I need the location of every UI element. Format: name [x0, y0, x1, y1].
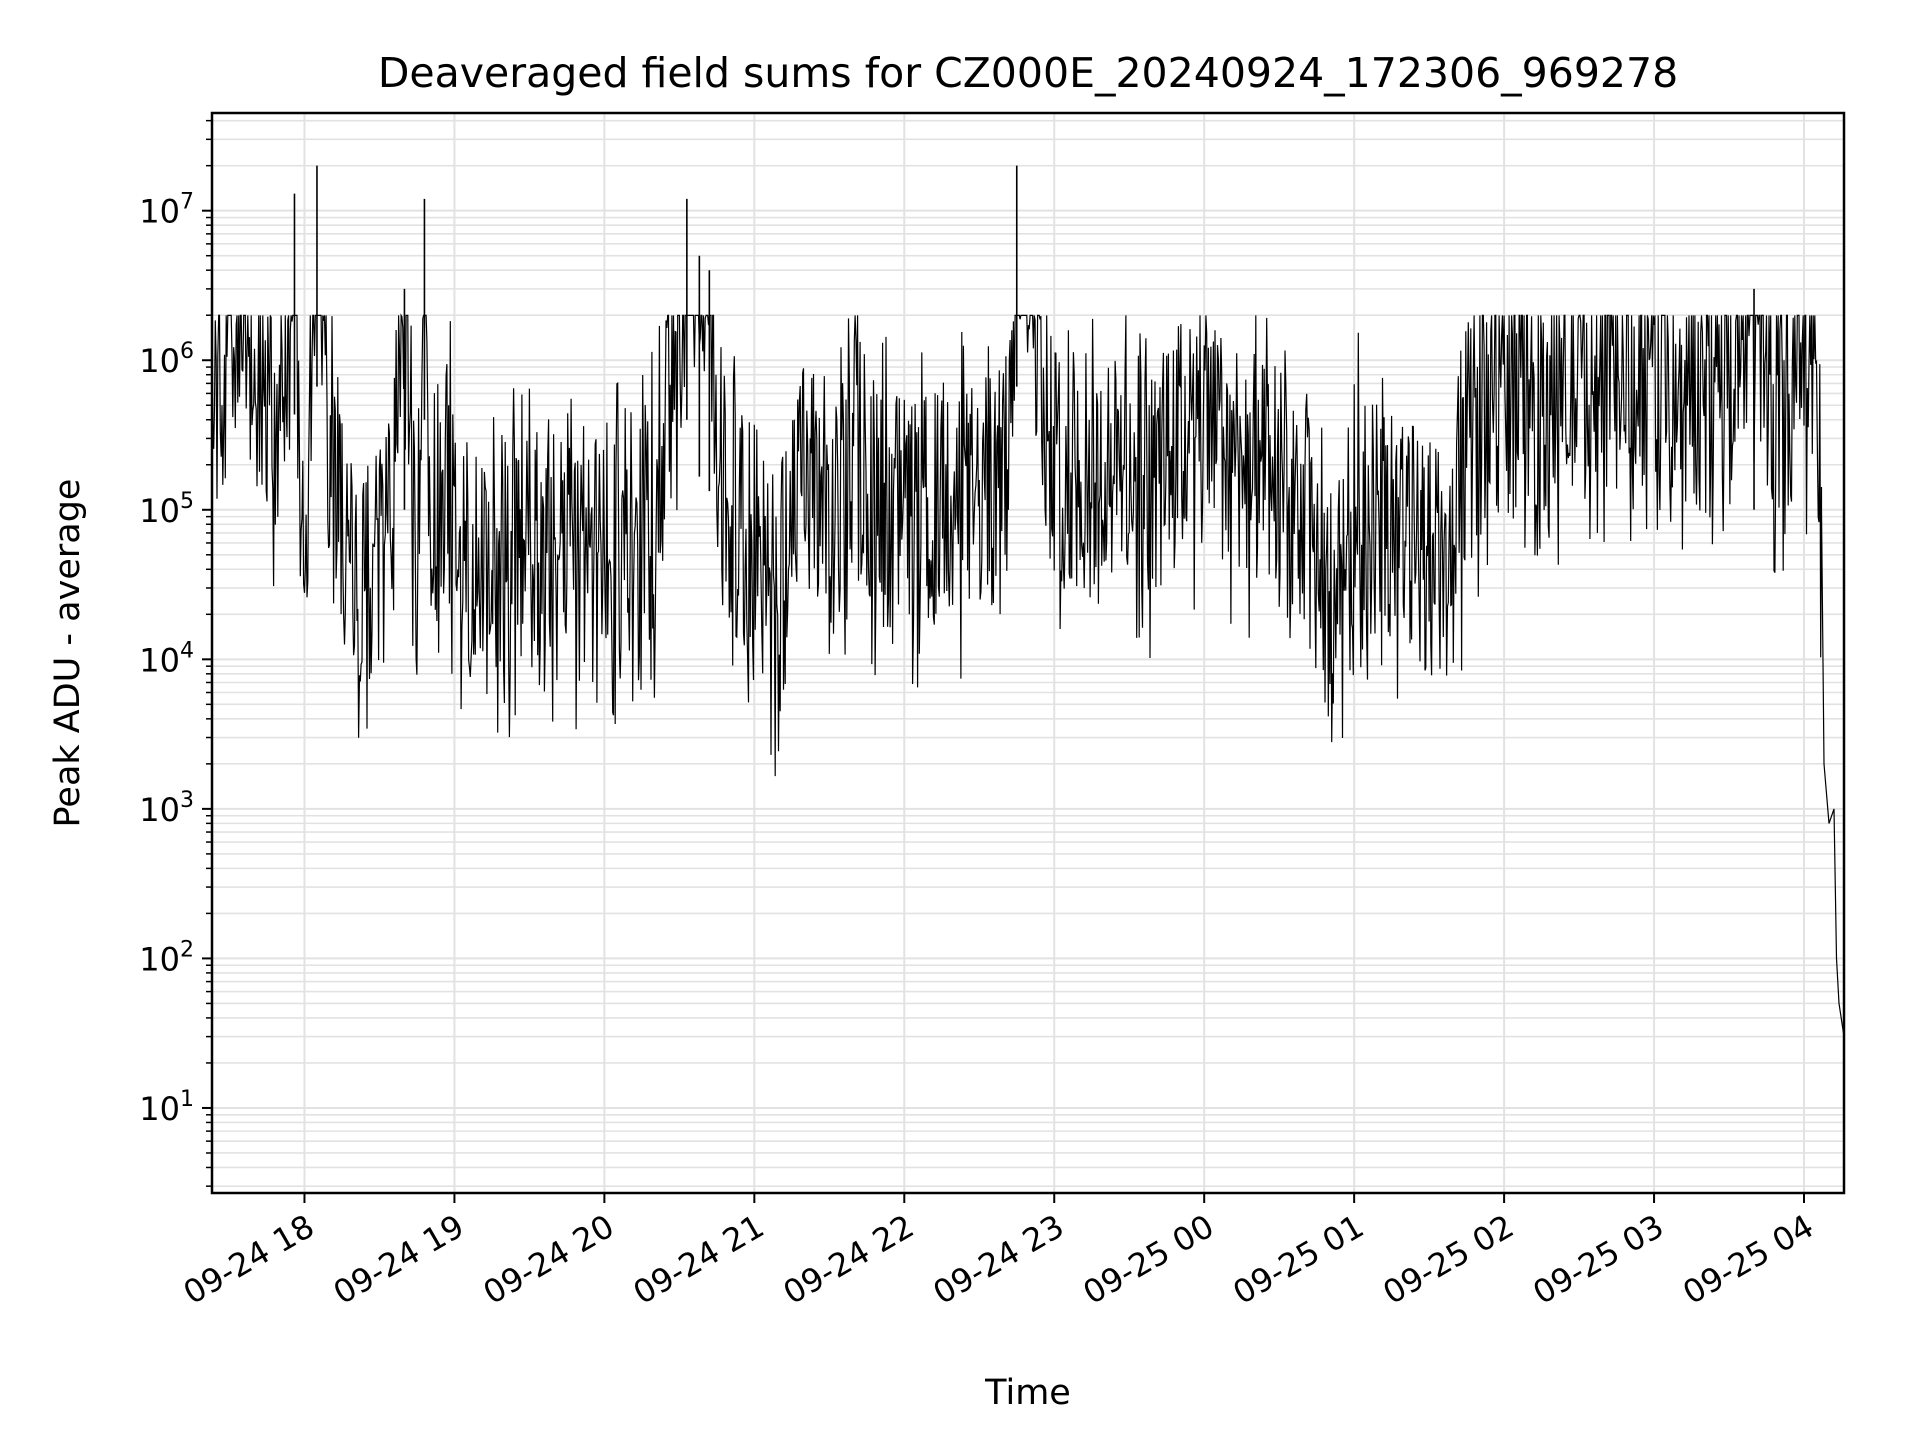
y-axis-label: Peak ADU - average — [48, 479, 88, 828]
grid — [212, 113, 1844, 1193]
plot-area — [212, 165, 1844, 1037]
y-tick-label: 106 — [139, 339, 194, 380]
y-tick-label: 102 — [139, 937, 194, 978]
series-line — [212, 313, 1844, 1037]
chart-title: Deaveraged field sums for CZ000E_2024092… — [378, 49, 1678, 97]
plot-frame — [210, 111, 1846, 1195]
y-tick-label: 105 — [139, 489, 194, 530]
y-tick-label: 103 — [139, 788, 194, 829]
x-axis-label: Time — [984, 1373, 1071, 1413]
